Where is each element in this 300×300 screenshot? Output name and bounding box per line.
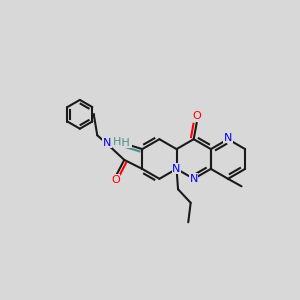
Text: NH: NH: [114, 137, 131, 148]
Text: O: O: [111, 175, 120, 185]
Text: N: N: [172, 164, 181, 174]
Text: O: O: [192, 111, 201, 121]
Text: N: N: [103, 138, 111, 148]
Text: H: H: [113, 137, 122, 147]
Text: N: N: [224, 133, 232, 143]
Text: N: N: [190, 174, 198, 184]
